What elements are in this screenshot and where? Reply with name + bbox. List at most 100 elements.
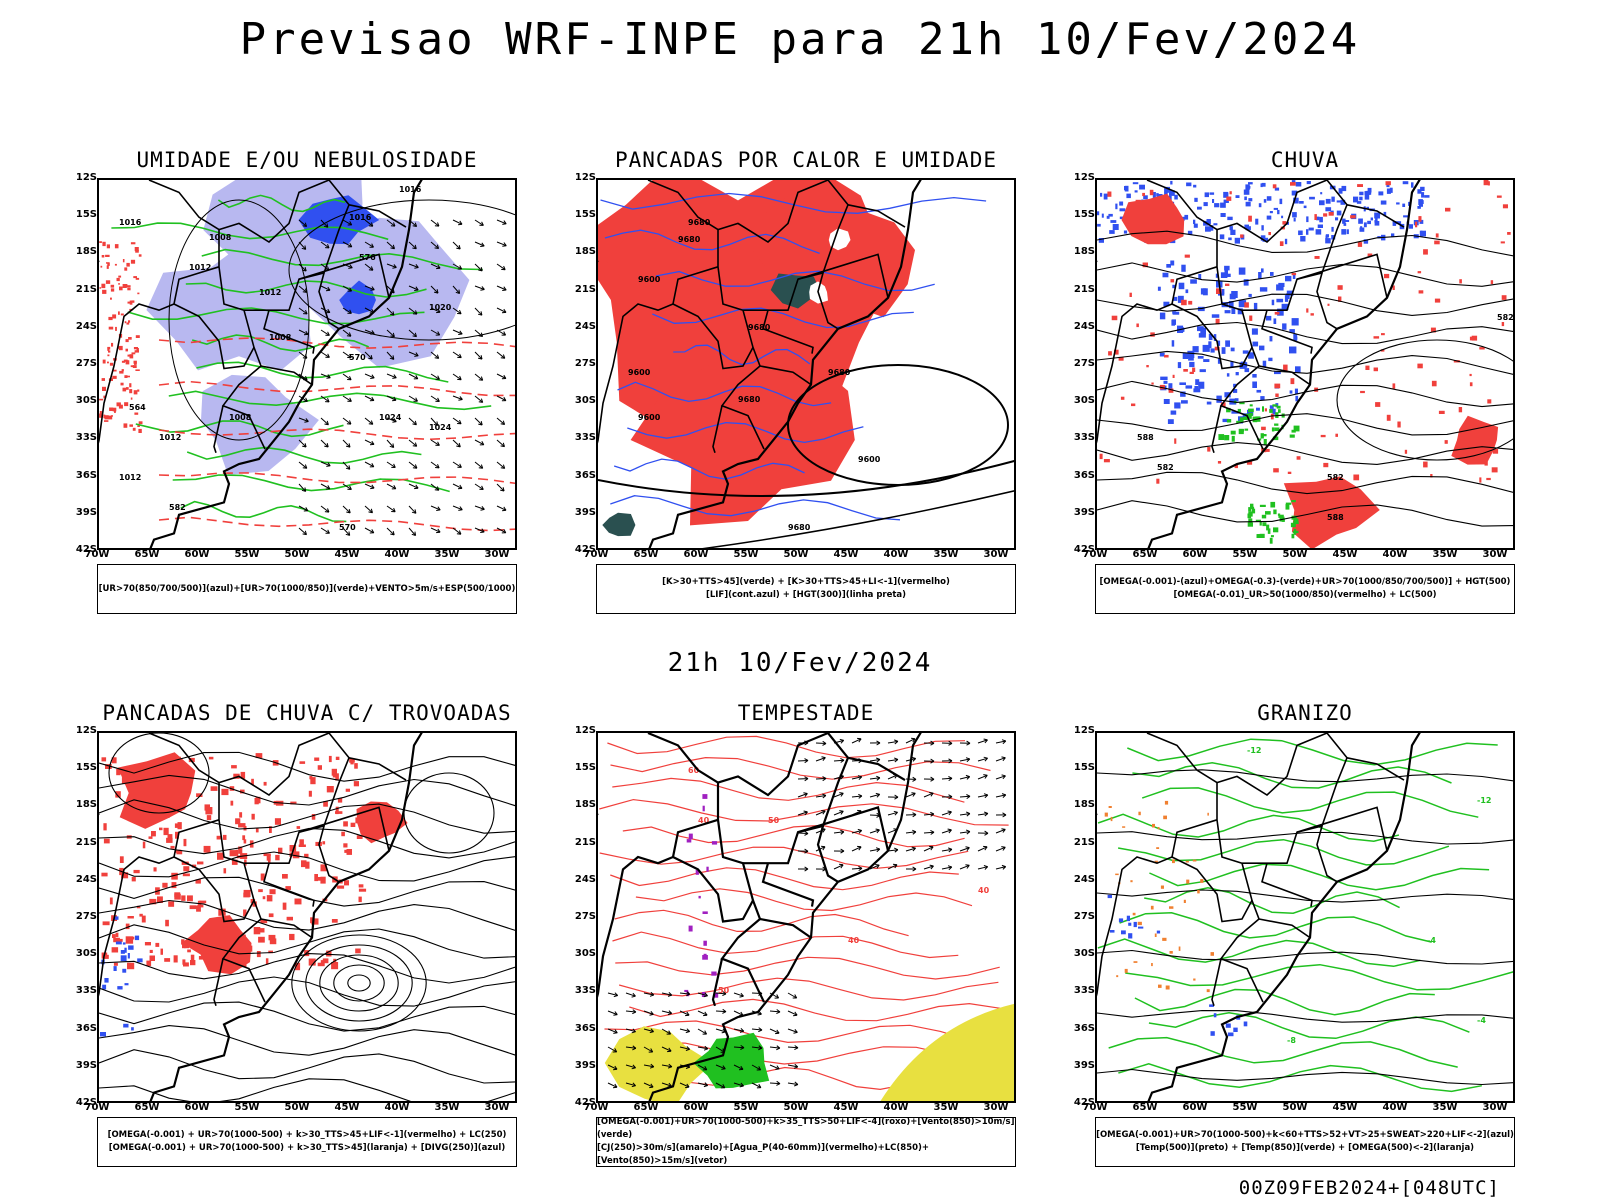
contour-label: 1024 [379,413,402,422]
lat-tick-label: 15S [75,209,97,221]
wind-vector [364,285,375,291]
hgt-streamline [1097,471,1513,495]
wind-vector [833,829,845,835]
wind-vector [320,505,330,513]
lon-tick-label: 40W [1382,1102,1408,1113]
rain-area-green [1239,401,1245,405]
thunderstorm-area-red [153,867,157,872]
country-border [1261,309,1313,354]
thickness-contour-red [125,339,129,343]
lon-tick-label: 40W [1382,549,1408,560]
wind-vector [643,1028,654,1034]
precipitable-water-contour-red [618,977,999,1001]
rain-area-blue [1272,408,1276,415]
hgt-streamline [1097,350,1513,375]
wind-vector [430,395,440,402]
rain-area-green [1291,500,1296,503]
thunderstorm-area-red [358,888,367,892]
thunderstorm-area-red [344,880,349,886]
rain-area-green [1224,435,1230,441]
rain-area-red [1291,272,1297,276]
contour-label: 9600 [638,275,661,284]
rain-area-red [1261,426,1266,431]
lat-tick-label: 18S [574,799,596,811]
humidity-contour-green [135,420,344,438]
lat-tick-label: 36S [574,469,596,481]
thunderstorm-area-red [112,934,116,938]
thickness-contour-red [138,421,143,425]
thunderstorm-area-red [131,877,136,882]
rain-area-blue [1163,301,1170,307]
humidity-core-blue [339,280,376,315]
wind-vector [887,739,899,745]
rain-area-blue [1325,234,1329,238]
thunderstorm-area-red [305,861,310,869]
lat-tick-label: 12S [1073,172,1095,183]
rain-area-blue [1132,182,1139,185]
thunderstorm-area-red [255,753,263,759]
thunderstorm-area-red [310,777,316,785]
wind-vector [995,864,1007,870]
thunderstorm-area-red [182,941,186,949]
thunderstorm-area-red [355,948,361,954]
thunderstorm-area-red [317,765,322,770]
rain-area-blue [1383,211,1387,217]
hgt-streamline [1097,321,1513,345]
wind-vector [386,373,397,379]
rain-area-blue [1209,192,1215,195]
rain-area-blue [1391,233,1395,238]
lon-tick-label: 65W [1132,549,1158,560]
rain-area-blue [1110,220,1117,223]
rain-area-blue [1295,366,1301,373]
rain-area-green [1263,439,1267,445]
thunderstorm-area-red [258,889,263,893]
rain-area-blue [1223,191,1228,198]
wind-vector [769,1028,780,1035]
lat-tick-label: 33S [75,432,97,444]
wind-vector [923,829,935,835]
omega-area-orange [1151,963,1153,967]
thickness-contour-red [136,348,139,352]
rain-area-green [1247,522,1253,527]
lon-tick-label: 60W [683,549,709,560]
wind-vector [342,307,352,314]
rain-area-blue [1380,200,1387,205]
thickness-contour-red [105,254,110,257]
thickness-contour-red [134,247,139,252]
humidity-contour-green [168,390,492,411]
wind-vector [496,351,506,359]
rain-area-blue [1266,215,1272,220]
panel-title: CHUVA [1270,148,1340,172]
lon-tick-label: 45W [334,549,360,560]
humidity-contour-green [180,500,347,523]
thickness-contour-red [126,322,130,325]
thunderstorm-area-red [231,765,237,769]
thickness-contour-red [102,359,106,364]
thunderstorm-area-red [189,905,197,910]
rain-area-green [1285,504,1290,510]
lat-tick-label: 15S [574,209,596,221]
rain-area-blue [1195,379,1200,385]
wind-vector [452,373,462,381]
thunderstorm-area-red [182,959,186,965]
lon-tick-label: 50W [783,1102,809,1113]
thunderstorm-area-red [344,849,351,853]
rain-area-blue [1189,361,1195,368]
thunderstorm-area-red [304,853,309,858]
country-border [1261,862,1313,907]
thickness-contour-red [101,283,106,289]
thunderstorm-area-red [141,915,146,923]
rain-area-red [1469,336,1474,341]
rain-area-blue [1187,230,1193,235]
lon-tick-label: 70W [583,1102,609,1113]
wind-vector [643,1082,654,1089]
thunderstorm-area-red [282,874,288,879]
country-border [263,309,315,354]
wind-vector [496,329,507,336]
rain-area-blue [1353,196,1359,203]
rain-area-red [1225,283,1230,286]
thunderstorm-area-red [119,856,124,863]
thunderstorm-area-red [332,774,336,778]
rain-area-red [1513,348,1515,351]
lat-tick-label: 18S [75,246,97,258]
